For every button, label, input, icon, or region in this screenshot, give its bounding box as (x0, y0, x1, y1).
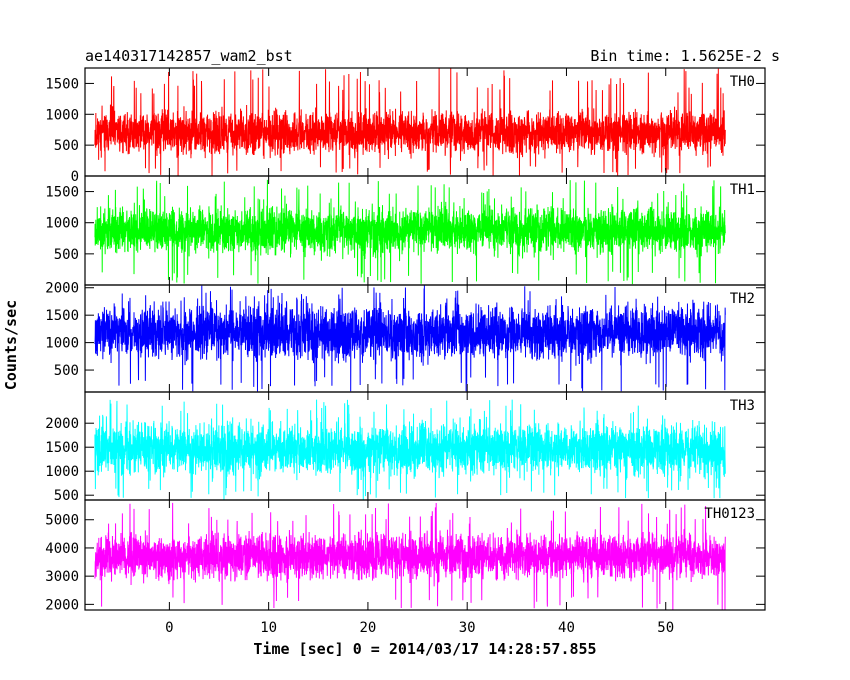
x-tick-label: 0 (165, 620, 173, 636)
panel-label: TH1 (730, 182, 755, 198)
panel-th1: 500 1000 1500 TH1 (45, 175, 766, 286)
series-trace-th1 (94, 179, 726, 285)
y-tick-label: 2000 (45, 416, 79, 432)
y-axis-label: Counts/sec (2, 300, 20, 390)
panel-label: TH0 (730, 74, 755, 90)
y-tick-label: 1500 (45, 76, 79, 92)
panel-label: TH0123 (704, 506, 755, 522)
y-tick-label: 1500 (45, 440, 79, 456)
panel-stack: 0 500 1000 1500 TH0 500 1000 1500 TH1 500 1000 1500… (45, 67, 766, 613)
panel-th0: 0 500 1000 1500 TH0 (45, 67, 766, 185)
x-axis-label: Time [sec] 0 = 2014/03/17 14:28:57.855 (253, 640, 596, 658)
y-tick-label: 1000 (45, 464, 79, 480)
x-tick-label: 30 (459, 620, 476, 636)
y-tick-label: 500 (54, 247, 79, 263)
panel-frame (84, 499, 766, 611)
panel-label: TH3 (730, 398, 755, 414)
series-trace-th0 (94, 68, 726, 176)
bin-time-label: Bin time: 1.5625E-2 s (590, 47, 780, 65)
x-tick-label: 40 (558, 620, 575, 636)
y-tick-label: 500 (54, 363, 79, 379)
y-tick-label: 500 (54, 488, 79, 504)
object-name-title: ae140317142857_wam2_bst (85, 47, 293, 65)
y-tick-label: 500 (54, 138, 79, 154)
y-tick-label: 1000 (45, 107, 79, 123)
y-tick-label: 2000 (45, 281, 79, 297)
panel-label: TH2 (730, 291, 755, 307)
x-axis: 0 10 20 30 40 50 (165, 620, 674, 636)
panel-th3: 500 1000 1500 2000 TH3 (45, 391, 766, 504)
x-tick-label: 10 (260, 620, 277, 636)
y-tick-label: 1500 (45, 308, 79, 324)
y-tick-label: 4000 (45, 541, 79, 557)
y-tick-label: 1000 (45, 336, 79, 352)
y-tick-label: 1500 (45, 185, 79, 201)
panel-th0123: 2000 3000 4000 5000 TH0123 (45, 499, 766, 613)
y-tick-label: 5000 (45, 513, 79, 529)
x-tick-label: 50 (657, 620, 674, 636)
series-trace-th0123 (94, 502, 726, 610)
y-tick-label: 3000 (45, 569, 79, 585)
panel-th2: 500 1000 1500 2000 TH2 (45, 281, 766, 393)
x-tick-label: 20 (359, 620, 376, 636)
y-tick-label: 0 (71, 169, 79, 185)
series-trace-th3 (94, 399, 726, 500)
series-trace-th2 (94, 285, 726, 392)
y-tick-label: 1000 (45, 216, 79, 232)
y-tick-label: 2000 (45, 597, 79, 613)
